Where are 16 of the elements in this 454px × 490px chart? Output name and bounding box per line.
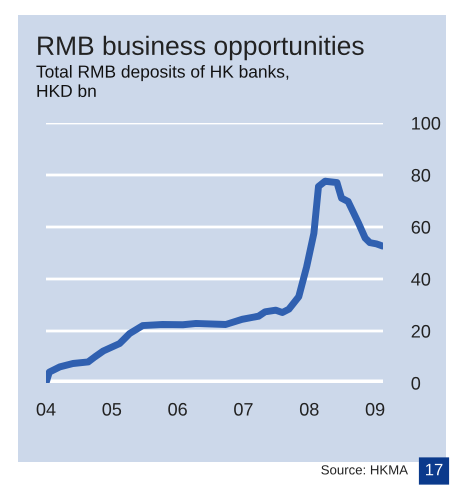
chart-title: RMB business opportunities: [38, 36, 364, 60]
y-tick-label: 100: [412, 116, 440, 130]
text: 17: [426, 464, 442, 476]
chart-subtitle: Total RMB deposits of HK banks, HKD bn: [36, 65, 288, 98]
y-tick-label: 20: [412, 324, 430, 338]
source-note: Source: HKMA: [321, 465, 408, 475]
x-tick-label: 06: [168, 402, 187, 416]
y-tick-label: 80: [412, 168, 430, 182]
x-tick-label: 08: [300, 402, 319, 416]
x-tick-label: 07: [234, 402, 253, 416]
y-tick-label: 0: [411, 376, 420, 390]
x-tick-label: 05: [102, 402, 122, 416]
x-tick-label: 04: [36, 402, 56, 416]
y-tick-label: 60: [412, 220, 430, 234]
x-tick-label: 09: [366, 402, 384, 416]
y-tick-label: 40: [411, 272, 430, 286]
